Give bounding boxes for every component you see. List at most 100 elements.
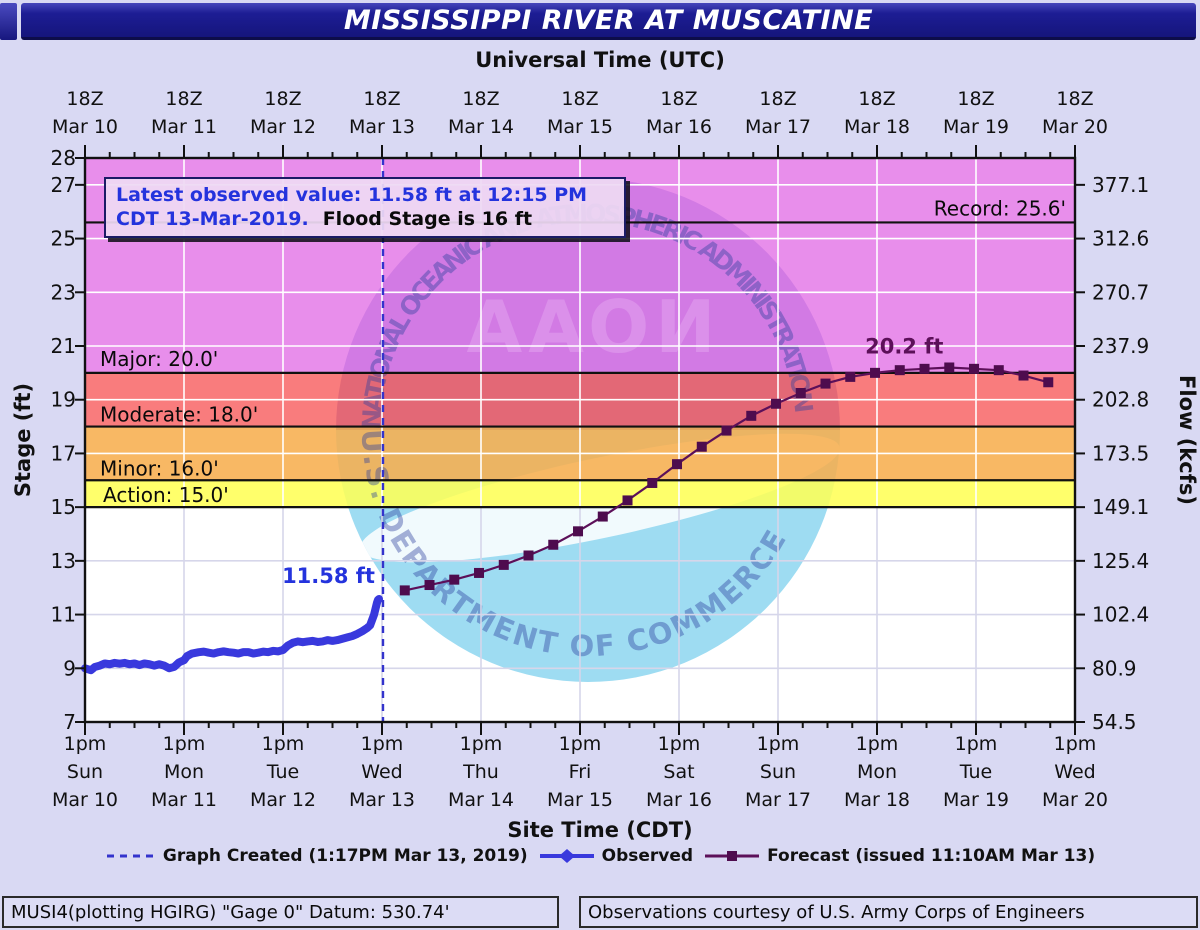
forecast-marker xyxy=(1043,377,1054,388)
bottom-axis-hour-label: 1pm xyxy=(262,733,305,755)
bottom-axis-hour-label: 1pm xyxy=(757,733,800,755)
bottom-axis-hour-label: 1pm xyxy=(64,733,107,755)
forecast-marker xyxy=(845,371,856,382)
moderate-flood-label: Moderate: 18.0' xyxy=(100,403,258,427)
flow-tick-label: 80.9 xyxy=(1092,656,1137,680)
forecast-marker xyxy=(1018,370,1029,381)
annotation-line2-date: CDT 13-Mar-2019. xyxy=(116,208,309,230)
top-axis-hour-label: 18Z xyxy=(264,88,301,110)
forecast-marker xyxy=(919,363,930,374)
forecast-marker xyxy=(672,459,683,470)
stage-tick-label: 17 xyxy=(51,441,76,465)
forecast-marker xyxy=(944,362,955,373)
graph-created-dashed-swatch xyxy=(106,854,155,858)
top-axis-date-label: Mar 12 xyxy=(250,116,316,138)
observations-credit-box: Observations courtesy of U.S. Army Corps… xyxy=(579,896,1198,928)
watermark-noaa-text: NOAA xyxy=(461,285,716,369)
bottom-axis-weekday-label: Mon xyxy=(164,761,204,783)
bottom-axis-weekday-label: Mon xyxy=(857,761,897,783)
annotation-line1: Latest observed value: 11.58 ft at 12:15… xyxy=(116,184,588,206)
action-flood-label: Action: 15.0' xyxy=(103,483,229,507)
forecast-marker xyxy=(820,378,831,389)
bottom-axis-hour-label: 1pm xyxy=(955,733,998,755)
bottom-axis-weekday-label: Tue xyxy=(959,761,992,783)
forecast-marker xyxy=(523,550,534,561)
stage-tick-label: 7 xyxy=(63,710,76,734)
flow-tick-label: 202.8 xyxy=(1092,388,1149,412)
top-axis-hour-label: 18Z xyxy=(759,88,796,110)
top-axis-hour-label: 18Z xyxy=(1056,88,1093,110)
stage-tick-label: 23 xyxy=(51,280,76,304)
legend-label-observed: Observed xyxy=(601,846,694,866)
bottom-axis-date-label: Mar 18 xyxy=(844,789,910,811)
bottom-axis-hour-label: 1pm xyxy=(361,733,404,755)
forecast-marker xyxy=(474,567,485,578)
top-axis-hour-label: 18Z xyxy=(561,88,598,110)
top-axis-date-label: Mar 15 xyxy=(547,116,613,138)
flow-tick-label: 125.4 xyxy=(1092,549,1149,573)
top-axis-date-label: Mar 13 xyxy=(349,116,415,138)
bottom-axis-date-label: Mar 16 xyxy=(646,789,712,811)
flow-tick-label: 312.6 xyxy=(1092,227,1149,251)
stage-tick-label: 15 xyxy=(51,495,76,519)
forecast-marker xyxy=(597,511,608,522)
forecast-marker xyxy=(449,574,460,585)
site-time-axis-title: Site Time (CDT) xyxy=(507,818,693,842)
legend-item-graph-created: Graph Created (1:17PM Mar 13, 2019) xyxy=(105,846,528,866)
observed-swatch xyxy=(539,849,594,863)
top-axis-hour-label: 18Z xyxy=(858,88,895,110)
bottom-axis-weekday-label: Fri xyxy=(569,761,592,783)
forecast-marker xyxy=(969,363,980,374)
title-bar-end-cap xyxy=(0,3,17,40)
stage-tick-label: 13 xyxy=(51,549,76,573)
forecast-marker xyxy=(399,585,410,596)
top-axis-date-label: Mar 14 xyxy=(448,116,514,138)
bottom-axis-date-label: Mar 20 xyxy=(1042,789,1108,811)
bottom-axis-date-label: Mar 19 xyxy=(943,789,1009,811)
forecast-swatch xyxy=(705,851,760,861)
observed-line xyxy=(81,594,384,675)
stage-tick-label: 27 xyxy=(51,173,76,197)
utc-axis-title: Universal Time (UTC) xyxy=(475,48,725,72)
observed-value-label: 11.58 ft xyxy=(282,564,375,588)
record-stage-label: Record: 25.6' xyxy=(934,196,1066,220)
legend: Graph Created (1:17PM Mar 13, 2019) Obse… xyxy=(0,846,1200,866)
flow-tick-label: 102.4 xyxy=(1092,603,1149,627)
annotation-flood-stage: Flood Stage is 16 ft xyxy=(322,208,533,230)
flow-tick-label: 54.5 xyxy=(1092,710,1137,734)
bottom-axis-date-label: Mar 17 xyxy=(745,789,811,811)
stage-tick-label: 21 xyxy=(51,334,76,358)
observations-credit-text: Observations courtesy of U.S. Army Corps… xyxy=(588,901,1085,923)
bottom-axis-hour-label: 1pm xyxy=(163,733,206,755)
stage-tick-label: 9 xyxy=(63,656,76,680)
bottom-axis-date-label: Mar 13 xyxy=(349,789,415,811)
top-axis-date-label: Mar 16 xyxy=(646,116,712,138)
legend-label-forecast: Forecast (issued 11:10AM Mar 13) xyxy=(767,846,1096,866)
page-title: MISSISSIPPI RIVER AT MUSCATINE xyxy=(343,4,874,36)
top-axis-hour-label: 18Z xyxy=(660,88,697,110)
bottom-axis-hour-label: 1pm xyxy=(658,733,701,755)
forecast-marker xyxy=(647,477,658,488)
major-flood-label: Major: 20.0' xyxy=(100,347,218,371)
bottom-axis-date-label: Mar 10 xyxy=(52,789,118,811)
gage-datum-box: MUSI4(plotting HGIRG) "Gage 0" Datum: 53… xyxy=(2,896,559,928)
bottom-axis-hour-label: 1pm xyxy=(856,733,899,755)
legend-label-graph-created: Graph Created (1:17PM Mar 13, 2019) xyxy=(162,846,528,866)
bottom-axis-date-label: Mar 15 xyxy=(547,789,613,811)
forecast-marker xyxy=(622,495,633,506)
flow-axis-title: Flow (kcfs) xyxy=(1175,375,1199,505)
stage-axis-title: Stage (ft) xyxy=(11,383,35,497)
stage-tick-label: 25 xyxy=(51,227,76,251)
top-axis-hour-label: 18Z xyxy=(363,88,400,110)
forecast-marker xyxy=(870,367,881,378)
top-axis-date-label: Mar 11 xyxy=(151,116,217,138)
top-axis-hour-label: 18Z xyxy=(957,88,994,110)
legend-item-observed: Observed xyxy=(538,846,693,866)
stage-tick-label: 28 xyxy=(51,146,76,170)
title-bar: MISSISSIPPI RIVER AT MUSCATINE xyxy=(21,3,1196,40)
bottom-axis-weekday-label: Wed xyxy=(361,761,402,783)
top-axis-date-label: Mar 18 xyxy=(844,116,910,138)
top-axis-date-label: Mar 10 xyxy=(52,116,118,138)
